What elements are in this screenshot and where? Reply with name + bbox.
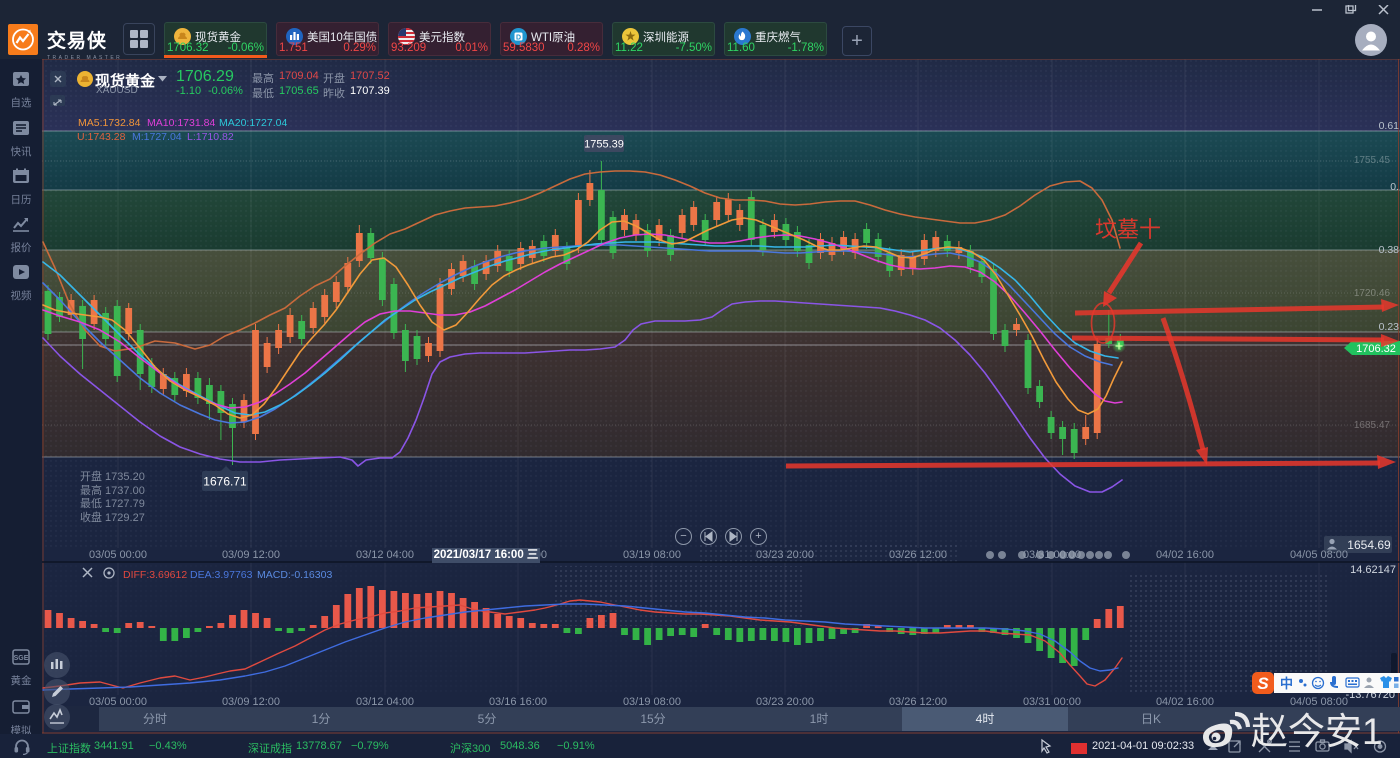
svg-text:0.23: 0.23 xyxy=(1379,321,1400,333)
svg-text:坟墓十: 坟墓十 xyxy=(1095,217,1161,242)
svg-text:14.62147: 14.62147 xyxy=(1350,564,1396,576)
svg-text:S: S xyxy=(1257,674,1269,693)
svg-text:1685.47: 1685.47 xyxy=(1354,420,1391,431)
svg-text:1676.71: 1676.71 xyxy=(203,475,247,489)
svg-text:SGE: SGE xyxy=(14,655,29,662)
svg-text:1720.46: 1720.46 xyxy=(1354,288,1391,299)
svg-text:1654.69: 1654.69 xyxy=(1347,538,1391,552)
svg-text:0.: 0. xyxy=(1390,181,1399,193)
svg-text:0.61: 0.61 xyxy=(1379,120,1400,132)
svg-text:1755.39: 1755.39 xyxy=(584,139,624,151)
svg-text:1755.45: 1755.45 xyxy=(1354,155,1391,166)
svg-text:D: D xyxy=(516,35,521,42)
svg-text:0.38: 0.38 xyxy=(1379,244,1400,256)
svg-text:中: 中 xyxy=(1280,676,1293,691)
svg-text:1706.32: 1706.32 xyxy=(1356,343,1396,355)
